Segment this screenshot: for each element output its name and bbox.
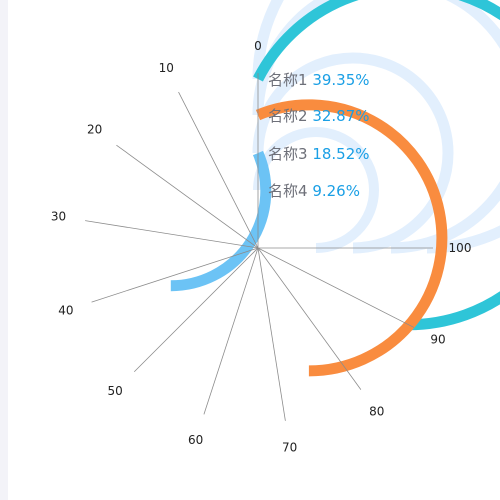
tick-label-60: 60 [188, 433, 203, 447]
series-percent: 39.35% [308, 71, 370, 89]
spoke-80 [257, 247, 362, 390]
series-label-2: 名称2 32.87% [268, 107, 370, 125]
tick-label-0: 0 [254, 39, 262, 53]
tick-label-70: 70 [282, 441, 297, 455]
tick-label-40: 40 [58, 303, 73, 317]
series-label-4: 名称4 9.26% [268, 182, 360, 200]
series-label-3: 名称3 18.52% [268, 145, 370, 163]
tick-label-30: 30 [51, 209, 66, 223]
tick-label-20: 20 [87, 122, 102, 136]
series-name: 名称3 [268, 145, 308, 163]
spoke-70 [257, 247, 286, 421]
series-percent: 32.87% [308, 107, 370, 125]
series-labels: 名称1 39.35%名称2 32.87%名称3 18.52%名称4 9.26% [268, 71, 370, 200]
track-ring-3 [252, 52, 454, 254]
series-percent: 18.52% [308, 145, 370, 163]
bar-2[interactable] [255, 99, 448, 377]
angle-axis-tick-labels: 0 10 20 30 40 50 60 70 80 90 100 [51, 39, 472, 455]
spoke-20 [116, 144, 259, 249]
spoke-10 [178, 91, 259, 249]
series-label-1: 名称1 39.35% [268, 71, 370, 89]
series-bars [170, 0, 500, 377]
track-ring-4 [253, 127, 379, 253]
spoke-90 [257, 247, 415, 328]
left-edge-strip [0, 0, 8, 500]
tick-label-100: 100 [449, 241, 472, 255]
series-name: 名称1 [268, 71, 308, 89]
spoke-30 [85, 220, 259, 249]
bar-3[interactable] [170, 150, 272, 292]
bar-1[interactable] [253, 0, 500, 331]
tick-label-80: 80 [369, 404, 384, 418]
tick-label-50: 50 [108, 384, 123, 398]
spoke-60 [203, 247, 259, 415]
series-name: 名称4 [268, 182, 308, 200]
series-name: 名称2 [268, 107, 308, 125]
series-percent: 9.26% [308, 182, 360, 200]
spoke-50 [133, 247, 259, 373]
spoke-40 [91, 247, 259, 303]
tick-label-90: 90 [430, 333, 445, 347]
angle-axis-spokes [85, 73, 433, 421]
tick-label-10: 10 [159, 61, 174, 75]
